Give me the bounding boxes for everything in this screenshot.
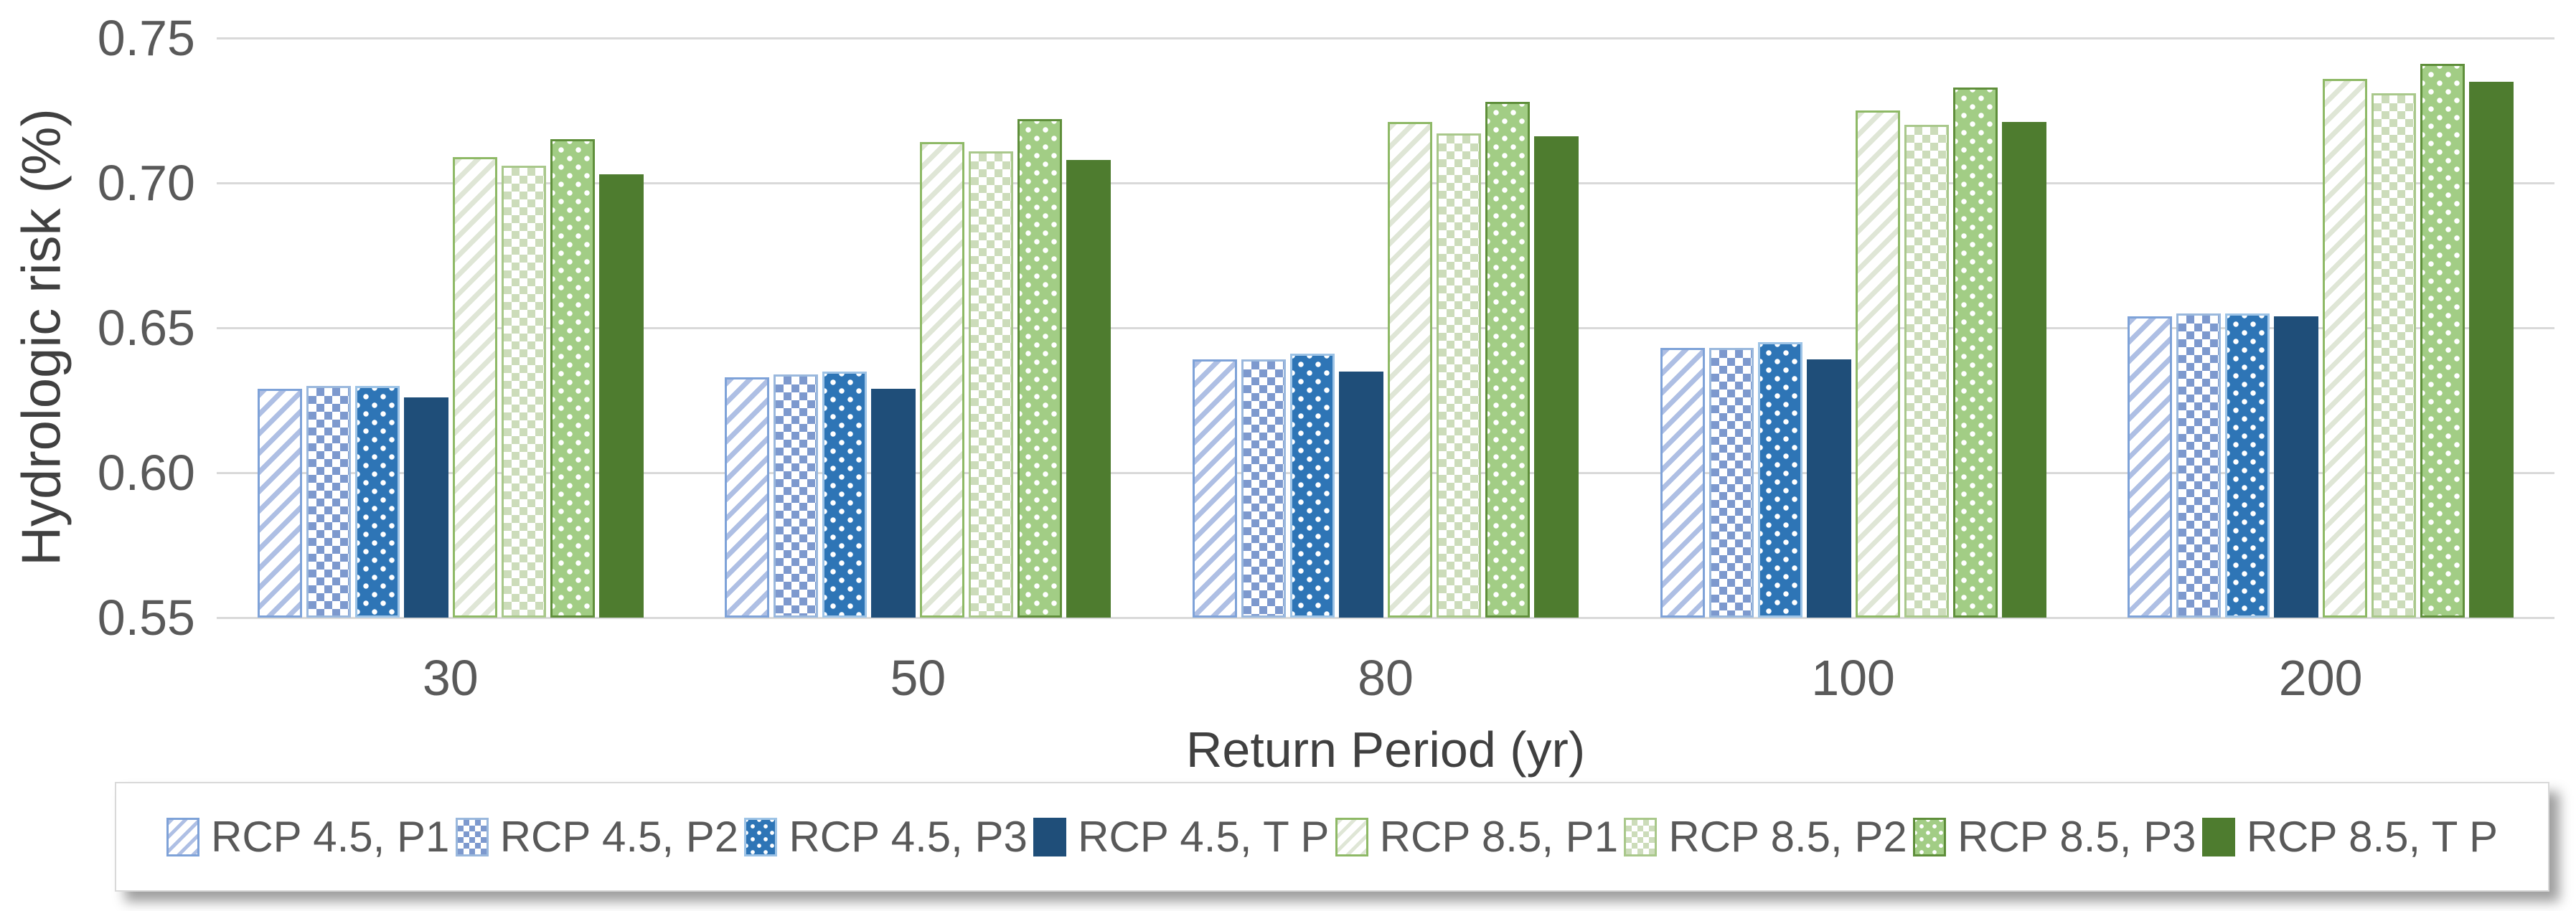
legend-item: RCP 4.5, P3: [744, 812, 1028, 862]
bar: [2274, 316, 2319, 618]
y-tick-label: 0.75: [97, 10, 195, 66]
bar: [1017, 119, 1063, 618]
bar: [1855, 110, 1900, 618]
bar: [1904, 125, 1949, 618]
bar: [2323, 78, 2368, 618]
legend-swatch-icon: [744, 817, 778, 856]
bar: [1660, 348, 1705, 618]
bar: [2225, 313, 2270, 618]
bar: [550, 139, 595, 618]
legend-item: RCP 4.5, P2: [455, 812, 739, 862]
bar: [403, 397, 448, 618]
legend: RCP 4.5, P1 RCP 4.5, P2 RCP 4.5, P3 RCP 4.5…: [115, 782, 2549, 892]
x-category-label: 80: [1358, 650, 1414, 706]
legend-label: RCP 8.5, P3: [1957, 813, 2196, 861]
legend-item: RCP 4.5, P1: [166, 812, 449, 862]
legend-swatch-icon: [1913, 817, 1947, 856]
bar-group-100: [1660, 38, 2046, 618]
legend-label: RCP 8.5, P2: [1668, 813, 1907, 861]
plot-area: [217, 37, 2554, 619]
y-tick-label: 0.65: [97, 300, 195, 356]
bar: [2420, 64, 2465, 618]
bar: [1241, 359, 1286, 618]
legend-swatch-icon: [166, 817, 199, 856]
bar: [2371, 93, 2417, 618]
legend-swatch-icon: [1624, 817, 1658, 856]
gridline: [217, 182, 2554, 184]
bar-group-200: [2128, 38, 2514, 618]
legend-item: RCP 8.5, P3: [1913, 812, 2196, 862]
bar: [969, 151, 1014, 618]
bar: [822, 371, 868, 618]
bar: [1388, 122, 1432, 618]
bar: [1066, 159, 1111, 618]
legend-swatch-icon: [2201, 817, 2235, 856]
legend-label: RCP 8.5, P1: [1379, 813, 1619, 861]
bar: [920, 142, 965, 618]
bar: [1534, 136, 1579, 618]
bar: [598, 174, 644, 618]
bar: [2001, 122, 2046, 618]
gridline: [217, 472, 2554, 474]
bar: [354, 385, 400, 618]
bar: [1339, 371, 1383, 618]
bar: [501, 165, 546, 618]
legend-item: RCP 8.5, P1: [1335, 812, 1618, 862]
x-axis-title: Return Period (yr): [1185, 722, 1586, 778]
legend-label: RCP 8.5, T P: [2246, 813, 2498, 861]
legend-swatch-icon: [455, 817, 489, 856]
legend-swatch-icon: [1033, 817, 1067, 856]
legend-item: RCP 4.5, T P: [1033, 812, 1329, 862]
y-tick-label: 0.55: [97, 590, 195, 646]
bar: [1708, 348, 1754, 618]
bar: [774, 374, 819, 618]
x-category-label: 200: [2278, 650, 2363, 706]
bar: [1437, 133, 1481, 618]
bar: [1485, 101, 1530, 618]
bar: [306, 385, 351, 618]
bar: [2128, 316, 2173, 618]
legend-item: RCP 8.5, T P: [2201, 812, 2498, 862]
legend-label: RCP 4.5, T P: [1078, 813, 1330, 861]
gridline: [217, 37, 2554, 39]
gridline: [217, 327, 2554, 329]
legend-label: RCP 4.5, P1: [211, 813, 450, 861]
gridline: [217, 617, 2554, 619]
bar: [2469, 81, 2514, 618]
bar: [1952, 87, 1998, 618]
x-category-label: 100: [1811, 650, 1895, 706]
y-tick-label: 0.60: [97, 445, 195, 501]
bar: [1757, 342, 1802, 618]
x-category-label: 30: [422, 650, 479, 706]
bar: [871, 388, 916, 618]
legend-swatch-icon: [1335, 817, 1368, 856]
bar: [725, 377, 770, 618]
y-tick-label: 0.70: [97, 155, 195, 211]
legend-item: RCP 8.5, P2: [1624, 812, 1907, 862]
legend-label: RCP 4.5, P2: [499, 813, 739, 861]
bar: [1806, 359, 1851, 618]
legend-label: RCP 4.5, P3: [789, 813, 1028, 861]
bar: [2176, 313, 2222, 618]
bar: [1290, 354, 1335, 618]
bar-group-30: [257, 38, 644, 618]
bar: [452, 156, 497, 618]
bar-group-50: [725, 38, 1111, 618]
bar: [257, 388, 302, 618]
bar-group-80: [1193, 38, 1579, 618]
x-category-label: 50: [890, 650, 946, 706]
bar: [1193, 359, 1237, 618]
